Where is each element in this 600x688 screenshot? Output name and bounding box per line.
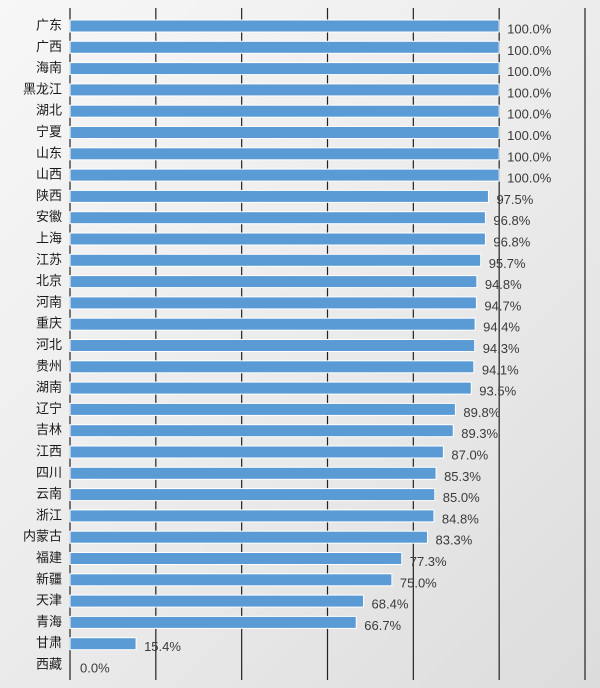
bar bbox=[69, 253, 482, 267]
value-label: 100.0% bbox=[507, 107, 552, 122]
value-label: 96.8% bbox=[493, 213, 530, 228]
category-label: 江西 bbox=[36, 445, 62, 460]
category-label: 陕西 bbox=[36, 189, 62, 204]
bar bbox=[69, 573, 393, 587]
bar bbox=[69, 339, 476, 352]
category-label: 重庆 bbox=[36, 316, 62, 332]
value-label: 15.4% bbox=[144, 639, 181, 654]
bars bbox=[69, 19, 500, 651]
category-label: 吉林 bbox=[36, 423, 62, 438]
value-label: 95.7% bbox=[489, 256, 526, 271]
bar bbox=[69, 62, 500, 76]
category-label: 西藏 bbox=[36, 658, 62, 673]
value-label: 89.8% bbox=[463, 405, 500, 420]
value-label: 75.0% bbox=[400, 575, 437, 590]
bar bbox=[69, 147, 500, 161]
category-label: 广西 bbox=[36, 40, 62, 55]
value-label: 87.0% bbox=[451, 448, 488, 463]
category-labels: 广东广西海南黑龙江湖北宁夏山东山西陕西安徽上海江苏北京河南重庆河北贵州湖南辽宁吉… bbox=[23, 19, 62, 673]
bar bbox=[69, 296, 477, 310]
bar bbox=[69, 381, 472, 395]
category-label: 江苏 bbox=[36, 252, 62, 268]
category-label: 安徽 bbox=[36, 210, 62, 225]
value-label: 94.4% bbox=[483, 320, 520, 335]
category-label: 湖北 bbox=[36, 104, 62, 119]
category-label: 宁夏 bbox=[36, 124, 62, 140]
value-label: 100.0% bbox=[507, 43, 552, 58]
bar bbox=[69, 488, 436, 502]
bar bbox=[69, 232, 486, 246]
bar bbox=[69, 168, 500, 182]
value-label: 96.8% bbox=[493, 235, 530, 250]
value-label: 100.0% bbox=[507, 85, 552, 100]
value-label: 85.0% bbox=[443, 490, 480, 505]
category-label: 青海 bbox=[36, 615, 62, 630]
bar bbox=[69, 360, 475, 374]
bar bbox=[69, 594, 365, 608]
value-label: 68.4% bbox=[372, 597, 409, 612]
category-label: 四川 bbox=[36, 466, 62, 481]
category-label: 广东 bbox=[36, 19, 62, 34]
category-label: 海南 bbox=[36, 60, 62, 76]
value-label: 94.7% bbox=[484, 298, 521, 313]
category-label: 湖南 bbox=[36, 380, 62, 396]
bar bbox=[69, 509, 435, 523]
bar bbox=[69, 189, 489, 203]
category-label: 天津 bbox=[36, 594, 62, 609]
category-label: 内蒙古 bbox=[23, 529, 62, 545]
category-label: 河北 bbox=[36, 338, 62, 353]
value-label: 100.0% bbox=[507, 171, 552, 186]
category-label: 北京 bbox=[36, 274, 62, 289]
bar bbox=[69, 552, 403, 565]
category-label: 新疆 bbox=[36, 571, 62, 587]
value-label: 97.5% bbox=[496, 192, 533, 207]
category-label: 辽宁 bbox=[36, 401, 62, 417]
value-label: 77.3% bbox=[410, 554, 447, 569]
value-labels: 100.0% 100.0% 100.0% 100.0% 100.0% 100.0% 100.… bbox=[80, 22, 552, 676]
category-label: 黑龙江 bbox=[23, 82, 62, 97]
category-label: 山东 bbox=[36, 146, 62, 161]
bar bbox=[69, 126, 500, 139]
value-label: 66.7% bbox=[364, 618, 401, 633]
category-label: 福建 bbox=[36, 551, 62, 566]
bar bbox=[69, 275, 478, 289]
value-label: 93.5% bbox=[479, 384, 516, 399]
bar bbox=[69, 615, 357, 629]
bar bbox=[69, 104, 500, 118]
bar bbox=[69, 424, 454, 438]
category-label: 浙江 bbox=[36, 508, 62, 523]
value-label: 83.3% bbox=[435, 533, 472, 548]
value-label: 94.3% bbox=[483, 341, 520, 356]
value-label: 94.1% bbox=[482, 362, 519, 377]
bar bbox=[69, 83, 500, 97]
value-label: 84.8% bbox=[442, 511, 479, 526]
value-label: 89.3% bbox=[461, 426, 498, 441]
value-label: 0.0% bbox=[80, 661, 110, 676]
bar bbox=[69, 40, 500, 54]
bar bbox=[69, 211, 486, 225]
value-label: 100.0% bbox=[507, 22, 552, 37]
category-label: 河南 bbox=[36, 294, 62, 310]
bar bbox=[69, 530, 428, 544]
category-label: 贵州 bbox=[36, 359, 62, 374]
value-label: 94.8% bbox=[485, 277, 522, 292]
bar bbox=[69, 637, 137, 651]
bar bbox=[69, 317, 476, 331]
bar bbox=[69, 19, 500, 33]
category-label: 云南 bbox=[36, 486, 62, 502]
value-label: 85.3% bbox=[444, 469, 481, 484]
bar bbox=[69, 445, 444, 459]
value-label: 100.0% bbox=[507, 64, 552, 79]
category-label: 山西 bbox=[36, 168, 62, 183]
bar bbox=[69, 466, 437, 480]
category-label: 上海 bbox=[36, 232, 62, 247]
value-label: 100.0% bbox=[507, 149, 552, 164]
category-label: 甘肃 bbox=[36, 636, 62, 651]
bar bbox=[69, 402, 456, 416]
value-label: 100.0% bbox=[507, 128, 552, 143]
